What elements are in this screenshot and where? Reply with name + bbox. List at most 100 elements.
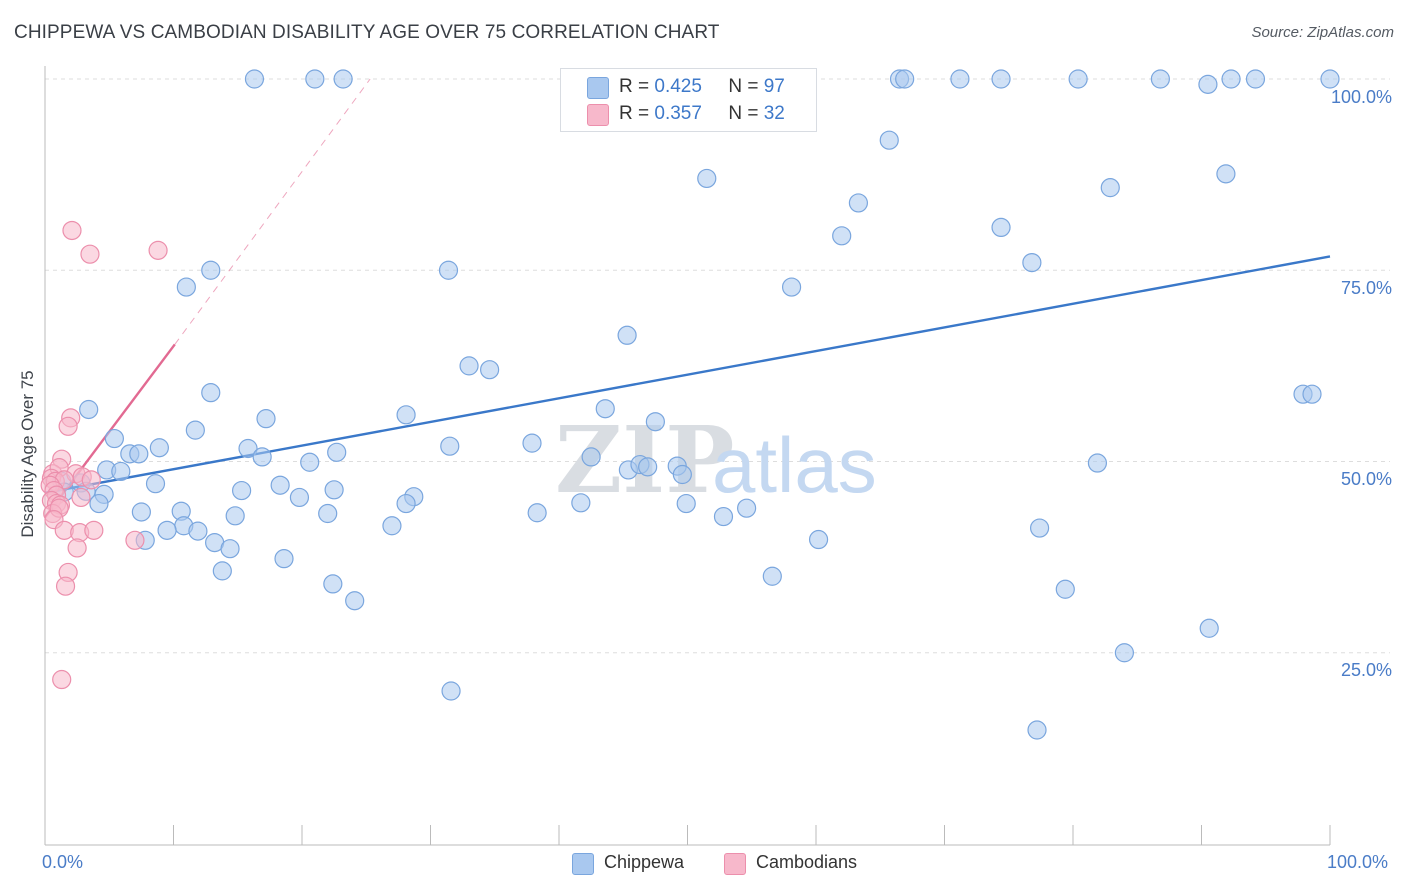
chippewa-point: [879, 130, 899, 150]
chippewa-point: [950, 69, 970, 89]
r-label: R =: [619, 103, 650, 124]
chippewa-point: [244, 69, 265, 89]
source-label: Source: ZipAtlas.com: [1251, 24, 1394, 41]
chippewa-swatch: [587, 77, 609, 99]
y-tick-label-75: 75.0%: [1340, 278, 1392, 298]
cambodians-point: [148, 240, 168, 260]
chippewa-point: [396, 493, 416, 514]
y-tick-label-25: 25.0%: [1340, 660, 1392, 680]
x-tick-label-max: 100.0%: [1327, 852, 1389, 872]
chippewa-point: [808, 529, 829, 550]
chippewa-point: [522, 433, 542, 453]
chippewa-point: [323, 574, 343, 594]
chippewa-point: [1150, 69, 1170, 89]
y-tick-label-50: 50.0%: [1340, 469, 1392, 489]
y-axis-label: Disability Age Over 75: [18, 370, 37, 538]
chippewa-point: [1027, 720, 1047, 740]
chippewa-point: [220, 539, 240, 559]
chippewa-point: [581, 447, 601, 467]
cambodians-point: [80, 244, 100, 264]
data-points: [40, 69, 1340, 740]
chippewa-point: [441, 681, 461, 701]
chippewa-point: [571, 493, 591, 513]
chippewa-point: [89, 493, 109, 514]
gridlines: [45, 78, 1390, 654]
chippewa-point: [440, 436, 460, 456]
chippewa-point: [129, 444, 149, 464]
chippewa-point: [1055, 579, 1075, 599]
chippewa-point: [111, 461, 131, 482]
chippewa-point: [595, 399, 615, 419]
chippewa-point: [238, 438, 258, 459]
n-label: N =: [728, 76, 759, 97]
chippewa-point: [201, 383, 221, 403]
cambodians-point: [55, 576, 76, 596]
chippewa-point: [185, 420, 205, 440]
cambodian-legend-swatch: [724, 853, 746, 875]
chippewa-point: [396, 405, 416, 425]
chippewa-point: [672, 464, 692, 485]
chart-title: CHIPPEWA VS CAMBODIAN DISABILITY AGE OVE…: [14, 22, 720, 43]
chippewa-point: [781, 277, 802, 297]
chippewa-point: [252, 447, 272, 467]
chippewa-point: [848, 193, 869, 213]
chippewa-point: [991, 217, 1011, 238]
chippewa-point: [382, 516, 402, 536]
chippewa-point: [895, 69, 915, 89]
chippewa-point: [300, 452, 320, 472]
cambodians-point: [62, 220, 82, 241]
cambodians-point: [81, 470, 101, 490]
chippewa-point: [1320, 69, 1340, 89]
chippewa-point: [1068, 69, 1088, 89]
watermark-atlas: atlas: [712, 421, 877, 509]
chippewa-point: [274, 549, 294, 569]
cambodians-trend-line-extension: [174, 78, 371, 345]
chippewa-point: [345, 591, 365, 611]
chippewa-point: [225, 506, 245, 526]
chippewa-point: [104, 428, 124, 449]
cambodians-point: [84, 520, 104, 540]
n-value-cambodians: 32: [763, 103, 785, 124]
chippewa-point: [145, 474, 166, 494]
chippewa-point: [1199, 618, 1219, 638]
chippewa-point: [305, 69, 325, 89]
chippewa-point: [832, 226, 852, 246]
chippewa-point: [289, 487, 310, 508]
chippewa-point: [212, 561, 232, 581]
chippewa-point: [697, 168, 717, 189]
cambodian-legend-label: Cambodians: [756, 852, 858, 872]
chippewa-point: [1221, 69, 1241, 89]
chippewa-point: [1198, 74, 1218, 94]
chippewa-legend-swatch: [572, 853, 594, 875]
cambodians-point: [52, 669, 72, 690]
chippewa-point: [270, 475, 290, 495]
x-tick-label-min: 0.0%: [42, 852, 84, 872]
chippewa-point: [438, 260, 459, 280]
chippewa-point: [79, 399, 99, 420]
chippewa-point: [713, 506, 734, 527]
cambodian-swatch: [587, 104, 609, 126]
n-label: N =: [728, 103, 759, 124]
r-label: R =: [619, 76, 650, 97]
chippewa-point: [327, 442, 347, 462]
stats-legend: R = 0.425 N = 97 R = 0.357 N = 32: [560, 68, 817, 132]
chippewa-point: [991, 69, 1011, 89]
chippewa-point: [232, 480, 252, 501]
axes: [44, 66, 1331, 846]
chippewa-point: [645, 412, 665, 432]
chippewa-point: [617, 325, 637, 345]
cambodians-point: [71, 487, 91, 508]
chippewa-point: [1087, 453, 1108, 473]
chippewa-point: [333, 69, 353, 89]
cambodians-point: [67, 538, 87, 558]
chippewa-point: [131, 502, 151, 522]
chippewa-point: [188, 521, 208, 541]
chippewa-point: [480, 360, 500, 380]
chippewa-point: [1100, 178, 1120, 198]
chippewa-point: [157, 520, 177, 540]
chippewa-point: [324, 480, 344, 500]
chippewa-point: [1029, 518, 1050, 538]
cambodians-point: [125, 530, 145, 550]
chippewa-point: [527, 503, 547, 523]
